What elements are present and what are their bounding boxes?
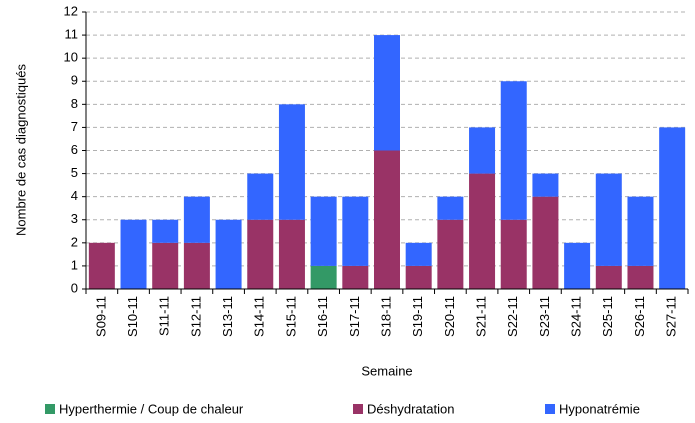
y-tick-label: 9 [71, 73, 78, 88]
legend-swatch [545, 404, 555, 414]
bar-segment [310, 265, 337, 289]
bar-segment [247, 219, 274, 289]
bar-segment [374, 35, 400, 151]
bar-segment [469, 173, 496, 289]
y-tick-label: 8 [71, 96, 78, 111]
legend-label: Hyponatrémie [559, 401, 640, 416]
bar-segment [532, 173, 559, 197]
bar-segment [627, 196, 654, 266]
bar-segment [437, 196, 464, 220]
bar-segment [120, 219, 147, 289]
y-tick-label: 11 [65, 27, 79, 42]
y-tick-label: 6 [71, 142, 78, 157]
x-tick-label: S15-11 [283, 296, 298, 337]
x-tick-label: S13-11 [220, 296, 235, 337]
y-tick-label: 7 [71, 119, 78, 134]
bar-segment [247, 173, 274, 220]
y-tick-label: 0 [71, 280, 78, 295]
bar-segment [469, 127, 496, 174]
bar-segment [405, 242, 432, 266]
legend-label: Hyperthermie / Coup de chaleur [59, 401, 244, 416]
bar-segment [595, 265, 622, 289]
y-tick-label: 3 [71, 211, 78, 226]
y-tick-label: 12 [64, 3, 78, 18]
x-tick-label: S11-11 [157, 296, 172, 336]
bar-segment [342, 265, 369, 289]
legend-swatch [45, 404, 55, 414]
x-tick-label: S21-11 [473, 296, 488, 337]
legend-swatch [353, 404, 363, 414]
legend-label: Déshydratation [367, 401, 454, 416]
bar-segment [278, 219, 305, 289]
y-tick-label: 2 [71, 234, 78, 249]
bar-segment [278, 104, 305, 220]
bar-segment [564, 242, 591, 289]
bar-segment [405, 265, 432, 289]
bar-segment [310, 196, 337, 266]
x-tick-label: S27-11 [664, 296, 679, 337]
bar-segment [215, 219, 242, 289]
y-tick-label: 1 [71, 257, 78, 272]
x-tick-label: S25-11 [600, 296, 615, 337]
x-tick-label: S10-11 [125, 296, 140, 337]
x-tick-label: S23-11 [537, 296, 552, 337]
bar-segment [152, 242, 179, 289]
x-tick-label: S09-11 [93, 296, 108, 337]
x-tick-label: S14-11 [252, 296, 267, 337]
x-tick-label: S18-11 [378, 296, 393, 337]
x-tick-label: S22-11 [505, 296, 520, 337]
bar-segment [183, 196, 210, 243]
bar-segment [88, 242, 115, 289]
x-tick-label: S24-11 [569, 296, 584, 337]
bar-segment [437, 219, 464, 289]
y-axis-label: Nombre de cas diagnostiqués [13, 64, 28, 236]
bar-segment [659, 127, 686, 290]
y-tick-label: 5 [71, 165, 78, 180]
bar-segment [627, 265, 654, 289]
x-tick-label: S19-11 [410, 296, 425, 337]
bar-segment [374, 150, 400, 289]
y-tick-label: 10 [64, 50, 78, 65]
bar-segment [532, 196, 559, 289]
bar-segment [152, 219, 179, 243]
x-tick-label: S16-11 [315, 296, 330, 337]
x-tick-label: S26-11 [632, 296, 647, 337]
x-tick-label: S12-11 [188, 296, 203, 337]
x-axis-label: Semaine [361, 363, 412, 378]
bar-segment [342, 196, 369, 266]
bar-segment [595, 173, 622, 266]
bar-segment [500, 81, 527, 220]
y-tick-label: 4 [71, 188, 78, 203]
x-tick-label: S20-11 [442, 296, 457, 337]
bar-segment [183, 242, 210, 289]
bar-segment [500, 219, 527, 289]
x-tick-label: S17-11 [347, 296, 362, 337]
